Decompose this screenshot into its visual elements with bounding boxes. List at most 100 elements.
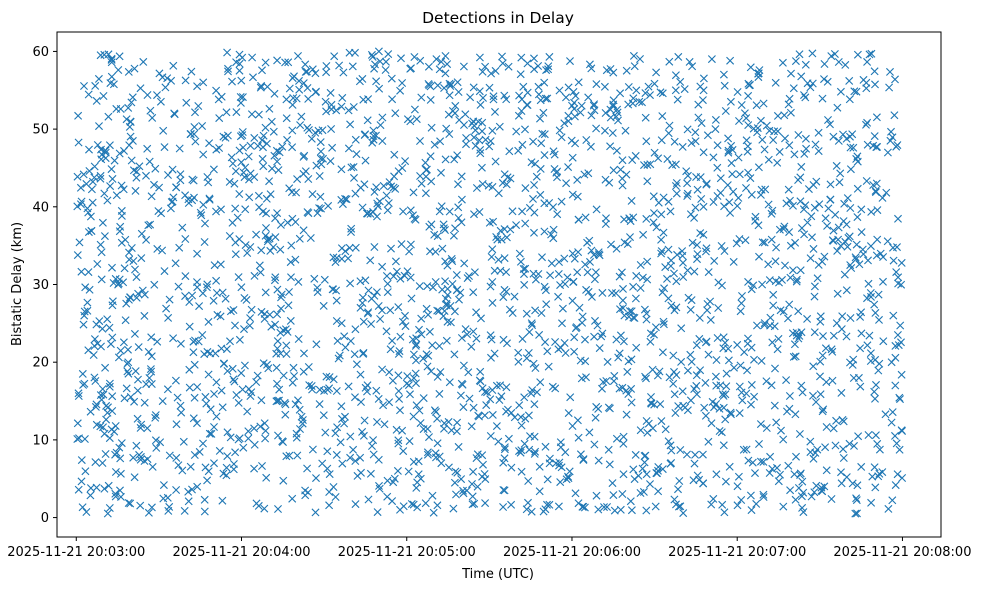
data-point [841, 60, 850, 69]
data-point [664, 294, 673, 303]
data-point [642, 137, 651, 146]
data-point [844, 233, 853, 242]
data-point [495, 396, 504, 404]
data-point [562, 475, 571, 484]
data-point [84, 208, 93, 217]
data-point [124, 295, 133, 304]
data-point [504, 434, 513, 443]
data-point [733, 88, 742, 96]
data-point [625, 307, 634, 316]
data-point [294, 277, 303, 286]
data-point [465, 394, 474, 403]
data-point [654, 154, 663, 163]
data-point [492, 233, 501, 241]
data-point [312, 340, 321, 349]
data-point [707, 500, 716, 509]
data-point [642, 506, 651, 515]
data-point [437, 459, 446, 468]
data-point [145, 157, 154, 166]
data-point [411, 341, 420, 350]
data-point [358, 427, 367, 436]
data-point [540, 78, 549, 87]
data-point [75, 238, 84, 247]
data-point [114, 66, 123, 74]
data-point [158, 73, 167, 82]
data-point [316, 147, 325, 156]
data-point [415, 282, 424, 291]
data-point [541, 94, 550, 103]
data-point [152, 443, 161, 452]
data-point [882, 188, 891, 197]
data-point [351, 135, 360, 144]
data-point [698, 450, 707, 459]
data-point [231, 204, 240, 213]
data-point [888, 408, 897, 417]
data-point [247, 305, 256, 314]
data-point [74, 392, 83, 400]
data-point [754, 221, 763, 230]
data-point [521, 219, 530, 228]
data-point [277, 304, 285, 313]
data-point [273, 396, 282, 405]
data-point [359, 348, 368, 357]
data-point [726, 208, 735, 217]
data-point [409, 457, 418, 466]
data-point [846, 165, 855, 174]
data-point [871, 80, 879, 89]
data-point [486, 432, 495, 440]
data-point [636, 261, 645, 269]
data-point [329, 375, 338, 384]
data-point [560, 254, 569, 263]
data-point [108, 333, 117, 342]
data-point [853, 481, 862, 490]
data-point [301, 60, 310, 69]
data-point [445, 79, 454, 88]
data-point [522, 354, 531, 363]
data-point [646, 480, 654, 489]
data-point [666, 207, 675, 216]
data-point [491, 66, 500, 75]
data-point [779, 502, 788, 511]
data-point [103, 315, 112, 324]
data-point [195, 302, 204, 311]
data-point [171, 376, 180, 385]
data-point [423, 362, 432, 371]
data-point [383, 476, 392, 485]
data-point [468, 492, 477, 501]
data-point [181, 76, 190, 85]
data-point [101, 148, 110, 157]
data-point [836, 169, 845, 178]
data-point [641, 89, 650, 98]
data-point [500, 225, 509, 234]
data-point [107, 55, 116, 64]
data-point [437, 168, 445, 177]
data-point [626, 497, 635, 506]
data-point [432, 55, 441, 64]
data-point [649, 192, 658, 201]
data-point [443, 60, 452, 69]
data-point [845, 439, 854, 448]
data-point [826, 195, 835, 204]
data-point [598, 329, 607, 338]
data-point [422, 165, 431, 174]
data-point [522, 505, 531, 514]
data-point [116, 486, 124, 495]
data-point [794, 307, 803, 316]
data-point [122, 299, 131, 308]
data-point [171, 259, 180, 268]
data-point [683, 125, 692, 134]
data-point [676, 446, 685, 454]
data-point [769, 136, 778, 144]
data-point [733, 201, 742, 210]
data-point [678, 142, 687, 151]
data-point [566, 57, 574, 66]
data-point [699, 74, 708, 83]
data-point [379, 181, 388, 190]
data-point [671, 160, 680, 169]
data-point [349, 163, 358, 171]
data-point [111, 492, 120, 501]
data-point [378, 365, 387, 374]
data-point [359, 431, 368, 440]
data-point [412, 379, 420, 388]
data-point [417, 314, 426, 323]
